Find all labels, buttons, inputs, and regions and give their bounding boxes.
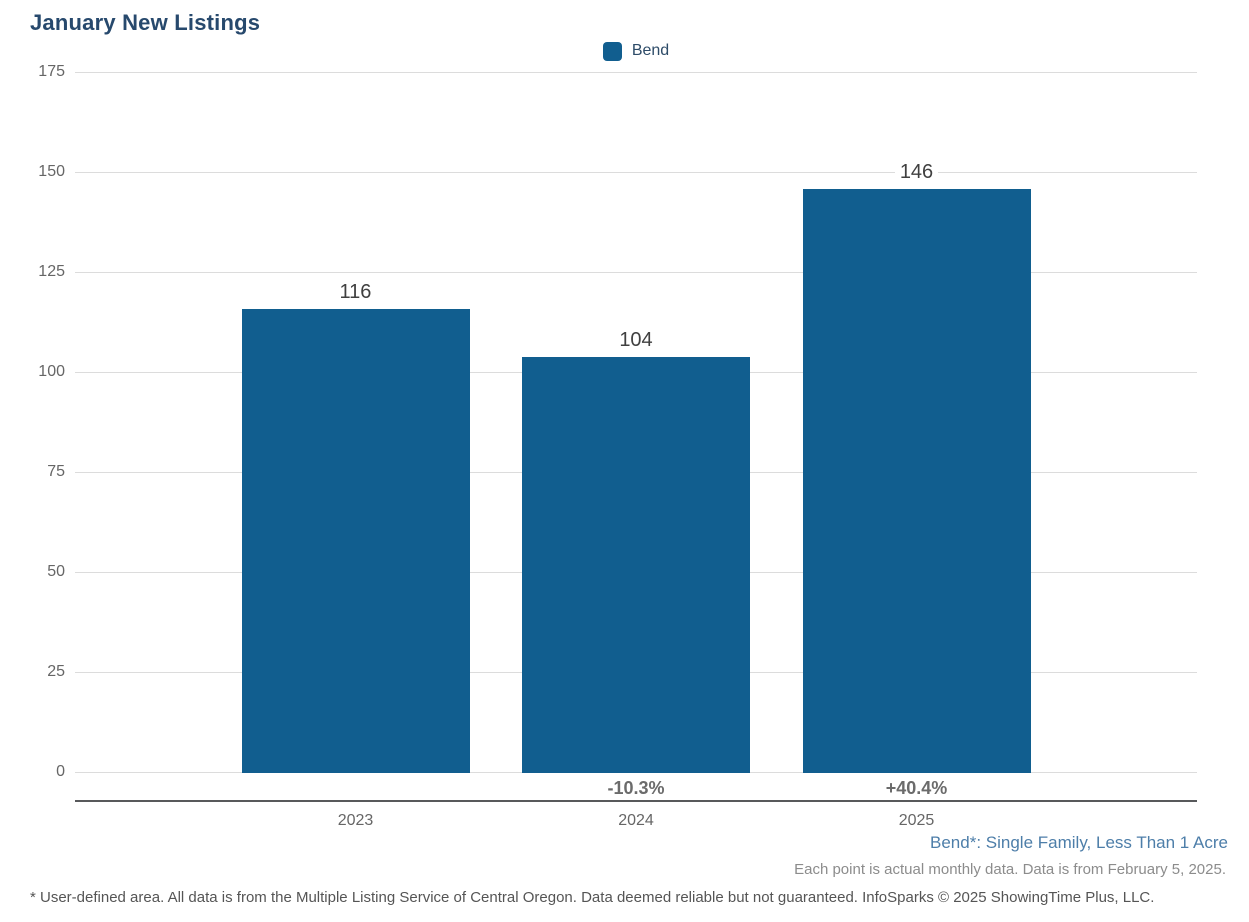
- x-tick-label-2024: 2024: [618, 812, 654, 829]
- pct-change-label-2025: +40.4%: [885, 778, 948, 798]
- value-label-2023: 116: [256, 280, 456, 304]
- y-tick-label-125: 125: [38, 263, 65, 280]
- y-tick-label-25: 25: [47, 663, 65, 680]
- legend-label: Bend: [631, 42, 670, 59]
- bar-2023[interactable]: [241, 309, 470, 773]
- y-tick-label-175: 175: [38, 63, 65, 80]
- legend-item-bend[interactable]: Bend: [602, 41, 670, 61]
- gridline-150: [75, 172, 1197, 173]
- footer-disclaimer: * User-defined area. All data is from th…: [30, 889, 1155, 906]
- value-label-2024: 104: [536, 328, 736, 352]
- x-tick-label-2025: 2025: [898, 812, 935, 829]
- gridline-125: [75, 272, 1197, 273]
- pct-change-label-2024: -10.3%: [607, 778, 665, 798]
- y-tick-label-50: 50: [47, 563, 65, 580]
- y-tick-label-100: 100: [38, 363, 65, 380]
- bar-2025[interactable]: [802, 189, 1031, 773]
- y-tick-label-0: 0: [56, 763, 65, 780]
- plot-area: 0 25 50 75 100 125 150 175 116 2023 104 -10.3% 2024 1…: [38, 63, 1197, 829]
- value-label-2025: 146: [817, 160, 1017, 184]
- x-tick-label-2023: 2023: [337, 812, 374, 829]
- legend: Bend: [75, 40, 1197, 62]
- y-tick-label-75: 75: [47, 463, 65, 480]
- gridline-175: [75, 72, 1197, 73]
- x-axis-line: [75, 800, 1197, 802]
- page-title: January New Listings: [30, 10, 261, 35]
- y-tick-label-150: 150: [38, 163, 65, 180]
- footer-series-note: Bend*: Single Family, Less Than 1 Acre: [930, 833, 1228, 852]
- bar-2024[interactable]: [522, 357, 750, 773]
- footer-data-note: Each point is actual monthly data. Data …: [794, 861, 1226, 878]
- legend-swatch-icon: [602, 41, 622, 61]
